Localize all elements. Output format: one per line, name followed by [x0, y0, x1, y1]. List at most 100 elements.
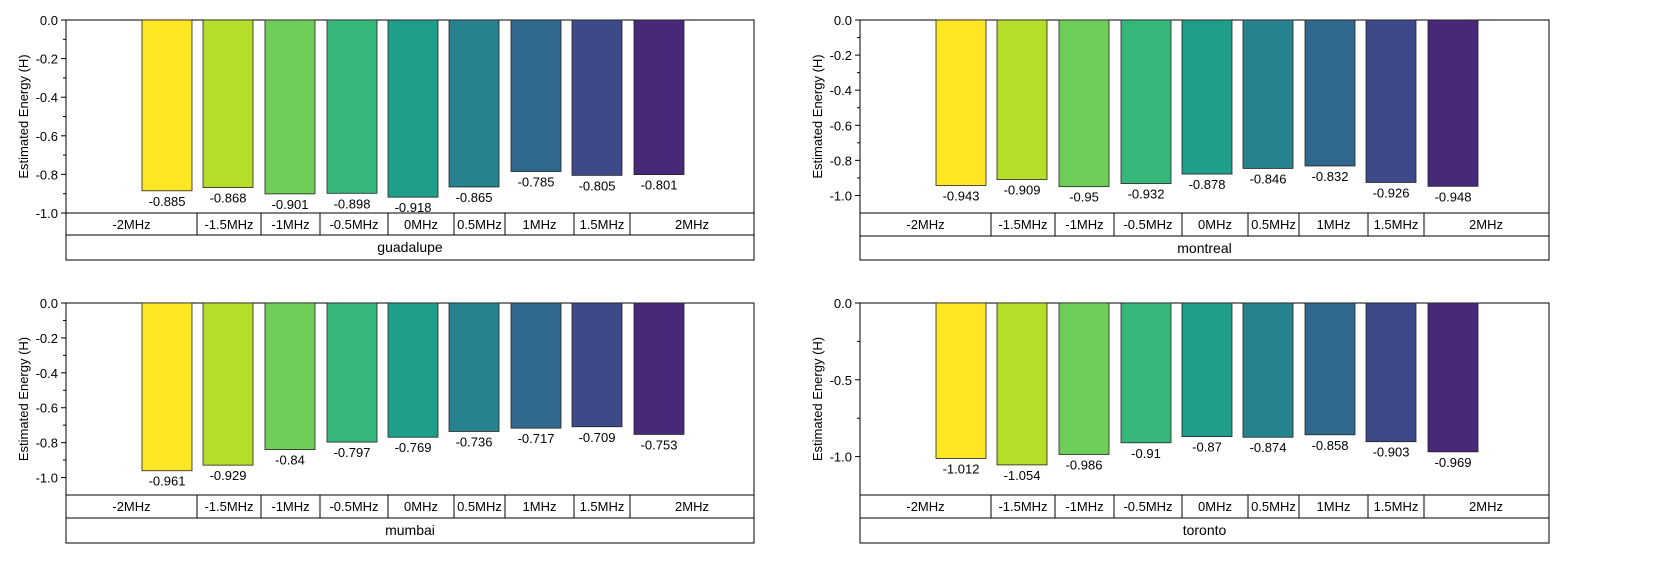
- bar: [387, 302, 439, 438]
- y-tick-label: -0.2: [830, 48, 852, 63]
- bar-value-label: -0.898: [334, 196, 371, 211]
- bar: [448, 302, 500, 432]
- x-category-label: 0MHz: [404, 217, 438, 232]
- bar: [141, 19, 193, 192]
- bar-value-label: -0.785: [518, 175, 555, 190]
- bar: [1120, 302, 1172, 444]
- bar: [996, 302, 1048, 466]
- x-category-label: -1MHz: [1065, 499, 1103, 514]
- bar-value-label: -0.929: [210, 468, 247, 483]
- bar-value-label: -0.969: [1435, 455, 1472, 470]
- y-tick-label: -1.0: [830, 450, 852, 465]
- x-category-label: -1MHz: [271, 217, 309, 232]
- x-category-label: 0MHz: [404, 499, 438, 514]
- x-category-label: 0.5MHz: [1251, 217, 1296, 232]
- bar-value-label: -0.878: [1189, 177, 1226, 192]
- x-category-label: 1.5MHz: [1374, 217, 1419, 232]
- y-tick-label: -0.2: [36, 331, 58, 346]
- y-tick-label: -0.6: [36, 129, 58, 144]
- bar-value-label: -0.846: [1250, 171, 1287, 186]
- y-tick-label: -0.8: [36, 436, 58, 451]
- x-category-label: 2MHz: [675, 499, 709, 514]
- bar-value-label: -0.943: [943, 188, 980, 203]
- x-category-label: 0.5MHz: [457, 499, 502, 514]
- x-category-label: 0MHz: [1198, 217, 1232, 232]
- y-tick-label: -0.5: [830, 373, 852, 388]
- bar: [1242, 19, 1294, 169]
- bar: [1427, 302, 1479, 453]
- x-category-label: 1MHz: [523, 217, 557, 232]
- bar: [1242, 302, 1294, 438]
- bar: [996, 19, 1048, 180]
- y-tick-label: -0.6: [830, 118, 852, 133]
- bar-value-label: -0.805: [579, 178, 616, 193]
- bar-value-label: -0.832: [1312, 169, 1349, 184]
- bar: [935, 302, 987, 459]
- bar-value-label: -1.054: [1004, 468, 1041, 483]
- chart-panel-guadalupe: 0.0 -0.2 -0.4 -0.6 -0.8 -1.0 Estimated Energy …: [16, 13, 755, 261]
- bar: [326, 19, 378, 194]
- bar-value-label: -0.797: [334, 445, 371, 460]
- bar: [141, 302, 193, 472]
- bar: [571, 302, 623, 428]
- y-axis-label: Estimated Energy (H): [16, 54, 31, 178]
- bar: [935, 19, 987, 186]
- bar: [448, 19, 500, 188]
- x-category-label: -0.5MHz: [1123, 217, 1172, 232]
- y-tick-label: -0.6: [36, 401, 58, 416]
- bar: [264, 19, 316, 195]
- x-category-label: -2MHz: [112, 217, 150, 232]
- y-axis-label: Estimated Energy (H): [810, 337, 825, 461]
- y-tick-label: -0.2: [36, 52, 58, 67]
- bar-value-label: -0.874: [1250, 440, 1287, 455]
- y-tick-label: -0.4: [830, 83, 852, 98]
- bar: [510, 19, 562, 172]
- bar: [571, 19, 623, 176]
- bar: [1304, 19, 1356, 167]
- bar: [1181, 302, 1233, 438]
- x-category-label: -0.5MHz: [1123, 499, 1172, 514]
- y-axis-label: Estimated Energy (H): [810, 54, 825, 178]
- bar: [1304, 302, 1356, 436]
- bar-value-label: -0.709: [579, 430, 616, 445]
- y-tick-label: -0.8: [830, 153, 852, 168]
- bar-value-label: -0.948: [1435, 189, 1472, 204]
- bar-value-label: -0.926: [1373, 185, 1410, 200]
- bar-value-label: -0.87: [1192, 440, 1222, 455]
- x-category-label: 1MHz: [523, 499, 557, 514]
- bar-value-label: -1.012: [943, 461, 980, 476]
- bar-value-label: -0.84: [275, 453, 305, 468]
- bar: [633, 19, 685, 175]
- station-label: toronto: [1183, 522, 1227, 538]
- bar: [510, 302, 562, 429]
- x-category-label: -1MHz: [1065, 217, 1103, 232]
- x-category-label: -2MHz: [906, 217, 944, 232]
- bar-value-label: -0.868: [210, 191, 247, 206]
- bar-value-label: -0.769: [395, 440, 432, 455]
- bar: [387, 19, 439, 198]
- x-category-label: 1MHz: [1317, 499, 1351, 514]
- bar: [264, 302, 316, 451]
- x-category-label: -2MHz: [906, 499, 944, 514]
- y-axis-label: Estimated Energy (H): [16, 337, 31, 461]
- x-category-label: 2MHz: [1469, 499, 1503, 514]
- bar-value-label: -0.903: [1373, 445, 1410, 460]
- x-category-label: -1.5MHz: [204, 499, 253, 514]
- bar-value-label: -0.865: [456, 190, 493, 205]
- x-category-label: 0.5MHz: [457, 217, 502, 232]
- bar-value-label: -0.95: [1069, 190, 1099, 205]
- x-category-label: -2MHz: [112, 499, 150, 514]
- bar-value-label: -0.986: [1066, 457, 1103, 472]
- bar: [202, 19, 254, 188]
- x-category-label: 2MHz: [675, 217, 709, 232]
- y-tick-label: 0.0: [40, 296, 58, 311]
- y-tick-label: -0.4: [36, 90, 58, 105]
- bar: [1181, 19, 1233, 175]
- x-category-label: 1.5MHz: [1374, 499, 1419, 514]
- y-tick-label: 0.0: [40, 13, 58, 28]
- bar-value-label: -0.753: [641, 437, 678, 452]
- chart-panel-mumbai: 0.0 -0.2 -0.4 -0.6 -0.8 -1.0 Estimated Energy …: [16, 296, 755, 544]
- bar-value-label: -0.901: [272, 197, 309, 212]
- bar-value-label: -0.885: [149, 194, 186, 209]
- x-category-label: -1MHz: [271, 499, 309, 514]
